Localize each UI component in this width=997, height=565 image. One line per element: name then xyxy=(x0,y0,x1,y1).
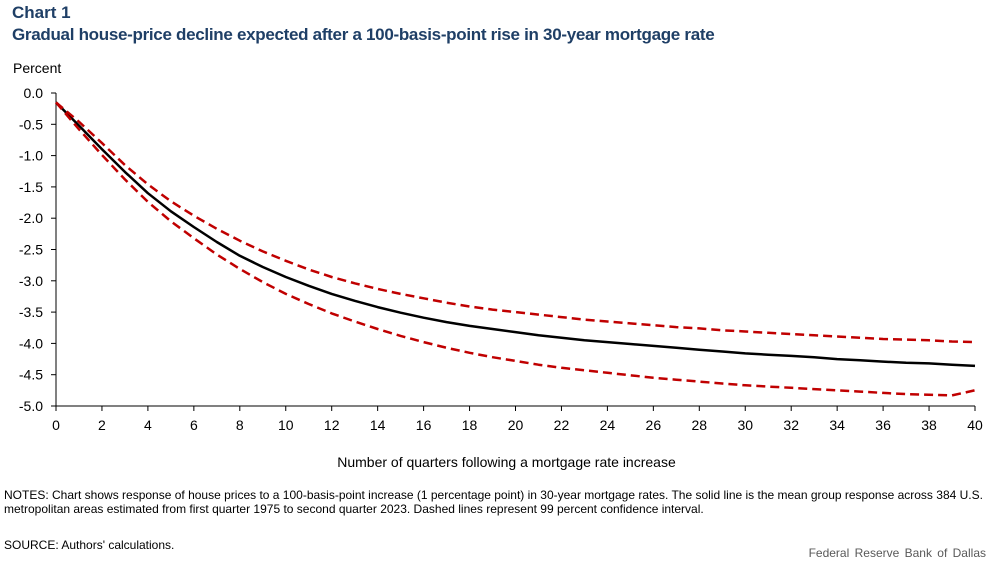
confidence-band-line xyxy=(55,101,976,397)
x-tick-label: 10 xyxy=(278,417,294,433)
x-tick-label: 14 xyxy=(370,417,386,433)
confidence-band-line xyxy=(55,101,976,344)
x-tick-label: 20 xyxy=(508,417,524,433)
y-tick-label: -3.5 xyxy=(19,304,43,320)
y-tick-label: -5.0 xyxy=(19,398,43,414)
x-tick-label: 22 xyxy=(554,417,570,433)
y-tick-label: -1.0 xyxy=(19,148,43,164)
x-tick-label: 40 xyxy=(967,417,983,433)
credit-line: Federal Reserve Bank of Dallas xyxy=(808,546,986,560)
x-tick-label: 8 xyxy=(236,417,244,433)
x-tick-label: 4 xyxy=(144,417,152,433)
x-tick-label: 36 xyxy=(875,417,891,433)
x-tick-label: 12 xyxy=(324,417,340,433)
x-tick-label: 18 xyxy=(462,417,478,433)
x-tick-label: 38 xyxy=(921,417,937,433)
x-tick-label: 24 xyxy=(600,417,616,433)
y-tick-label: -4.5 xyxy=(19,367,43,383)
x-tick-label: 32 xyxy=(783,417,799,433)
y-tick-label: -2.0 xyxy=(19,210,43,226)
y-tick-label: -2.5 xyxy=(19,242,43,258)
chart-source: SOURCE: Authors' calculations. xyxy=(4,538,175,552)
series-layer xyxy=(55,101,976,397)
x-tick-label: 0 xyxy=(52,417,60,433)
y-tick-label: -3.0 xyxy=(19,273,43,289)
y-tick-label: 0.0 xyxy=(24,85,44,101)
y-axis-title: Percent xyxy=(13,60,62,76)
x-tick-label: 34 xyxy=(829,417,845,433)
chart-notes: NOTES: Chart shows response of house pri… xyxy=(4,488,983,516)
mean-response-line xyxy=(55,101,976,368)
x-tick-label: 30 xyxy=(737,417,753,433)
line-chart: 0.0 -0.5 -1.0 -1.5 -2.0 -2.5 -3.0 -3.5 -4.0 -4.5 -… xyxy=(19,85,983,433)
axes: 0.0 -0.5 -1.0 -1.5 -2.0 -2.5 -3.0 -3.5 -4.0 -4.5 -… xyxy=(19,85,983,433)
x-tick-label: 26 xyxy=(646,417,662,433)
x-tick-label: 28 xyxy=(692,417,708,433)
chart-label: Chart 1 xyxy=(12,3,71,22)
y-tick-label: -1.5 xyxy=(19,179,43,195)
y-tick-label: -0.5 xyxy=(19,116,43,132)
x-tick-label: 6 xyxy=(190,417,198,433)
y-tick-label: -4.0 xyxy=(19,335,43,351)
chart-title: Gradual house-price decline expected aft… xyxy=(12,25,715,44)
x-tick-label: 2 xyxy=(98,417,106,433)
x-axis-title: Number of quarters following a mortgage … xyxy=(337,454,676,470)
x-tick-label: 16 xyxy=(416,417,432,433)
